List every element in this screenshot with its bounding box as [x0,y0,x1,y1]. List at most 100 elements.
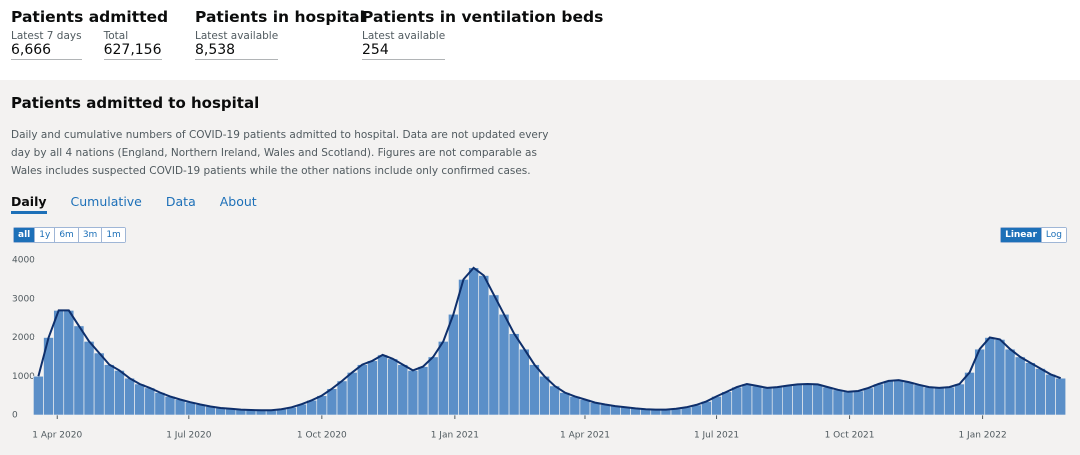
y-tick-label: 1000 [12,372,35,382]
x-tick-label: 1 Jan 2021 [431,431,479,441]
bar [599,404,611,416]
range-button[interactable]: 6m [55,228,79,242]
bar [883,380,894,416]
tab[interactable]: About [219,194,257,209]
chart: 0 1000 2000 3000 4000 1 Apr 2020 1 Jul 2020 1 O… [12,256,1067,441]
bar [812,384,824,416]
bar [103,364,115,416]
metric-label: Latest available [195,30,279,42]
x-tick-label: 1 Jul 2021 [694,431,739,441]
metric-value: 254 [362,42,446,60]
bar [174,399,186,416]
y-tick-label: 3000 [12,294,35,304]
bar [549,385,560,416]
bar [852,390,864,416]
tile-title: Patients admitted [11,8,169,26]
bar [913,384,925,416]
bar [114,370,125,416]
range-buttons: all 1y 6m 3m 1m [13,227,126,243]
bar [124,377,135,416]
y-tick-label: 2000 [12,333,35,343]
bar [458,279,469,416]
headline-tile: Patients admitted Latest 7 days 6,666 Total… [11,8,184,60]
bar [407,370,419,416]
metric-value: 6,666 [11,42,82,60]
bar [741,383,753,416]
range-button[interactable]: 1y [35,228,56,242]
bar [1055,377,1067,416]
bar [397,364,409,416]
bar [144,387,156,416]
bar [316,395,328,416]
tile-title: Patients in ventilation beds [362,8,604,26]
bar [498,313,510,416]
metric: Total 627,156 [103,26,162,60]
x-tick-label: 1 Jul 2020 [166,431,211,441]
bar [1045,374,1056,416]
bar [336,380,348,416]
bar [539,375,550,416]
bar [954,383,965,416]
bar [326,388,338,416]
bar [579,399,591,416]
bar [448,313,459,416]
tab[interactable]: Data [165,194,196,209]
bar [792,384,803,416]
bar [782,385,793,416]
x-tick-label: 1 Jan 2022 [958,431,1006,441]
bar [417,366,429,416]
bar [488,294,500,416]
scale-button[interactable]: Log [1041,228,1066,242]
bar [771,386,783,416]
scale-button[interactable]: Linear [1001,228,1042,242]
tab[interactable]: Cumulative [70,194,142,209]
tab[interactable]: Daily [11,194,47,214]
metric: Latest available 8,538 [195,26,279,60]
bar [832,389,844,416]
x-tick-label: 1 Oct 2020 [297,431,347,441]
x-tick-label: 1 Apr 2020 [32,431,82,441]
bar [984,337,996,416]
bar [346,372,358,416]
bar [387,358,399,416]
card-description: Daily and cumulative numbers of COVID-19… [11,129,549,177]
bar [367,360,378,416]
y-tick-label: 0 [12,411,18,421]
bar [569,396,581,416]
bar [437,341,449,416]
tabs: Daily Cumulative Data About [11,194,281,214]
metric: Latest 7 days 6,666 [11,26,82,60]
bar [134,383,145,416]
trend-line [37,266,1062,412]
y-tick-label: 4000 [12,256,35,266]
bar [589,402,601,416]
bar [93,352,105,416]
metric-value: 8,538 [195,42,279,60]
bar [1024,362,1036,416]
bar [731,386,743,416]
bar [943,386,955,416]
bar [964,372,975,416]
bar [33,375,44,416]
headline-tile: Patients in ventilation beds Latest avail… [362,8,603,60]
bar [184,401,196,416]
bar [751,385,763,416]
bar [802,383,813,416]
bar [903,381,915,416]
range-button[interactable]: 3m [78,228,103,242]
bar [53,310,65,416]
bar [63,310,75,416]
bar [994,339,1006,416]
bar [761,387,773,416]
bar [1014,356,1026,416]
bar [508,333,520,416]
metric-label: Latest available [362,30,446,42]
range-button[interactable]: all [14,228,36,242]
bar [518,348,530,416]
bar [529,364,540,416]
metric-label: Latest 7 days [11,30,82,42]
headline-tile: Patients in hospital Latest available 8,53… [195,8,365,60]
bar [468,267,479,416]
range-button[interactable]: 1m [102,228,125,242]
